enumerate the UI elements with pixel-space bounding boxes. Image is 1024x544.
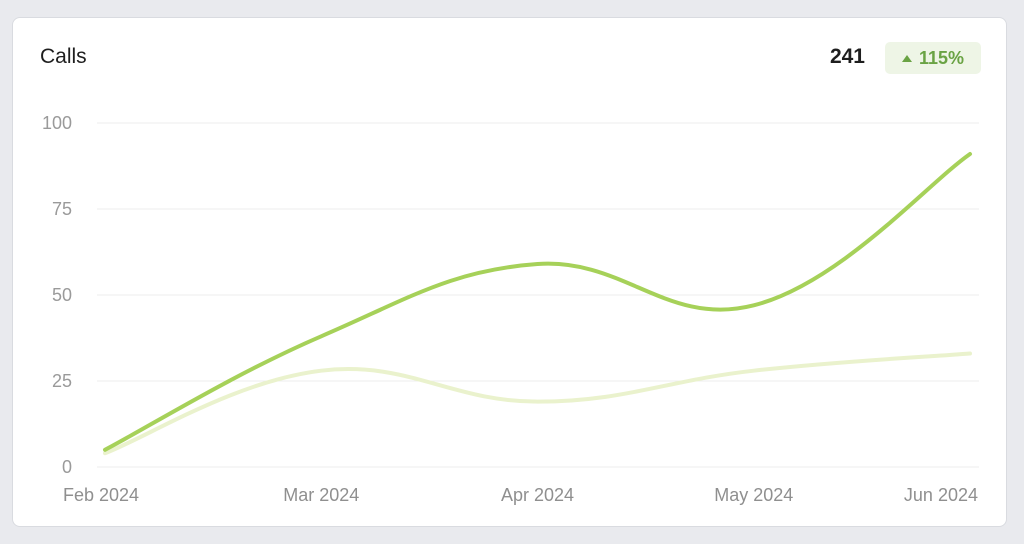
y-tick-label: 25 xyxy=(52,371,72,391)
x-tick-label: Feb 2024 xyxy=(63,485,139,505)
x-tick-label: May 2024 xyxy=(714,485,793,505)
y-axis: 100 75 50 25 0 xyxy=(42,113,72,477)
x-tick-label: Apr 2024 xyxy=(501,485,574,505)
x-tick-label: Mar 2024 xyxy=(283,485,359,505)
y-tick-label: 75 xyxy=(52,199,72,219)
card-title: Calls xyxy=(40,45,87,68)
y-tick-label: 0 xyxy=(62,457,72,477)
x-tick-label: Jun 2024 xyxy=(904,485,978,505)
y-tick-label: 50 xyxy=(52,285,72,305)
triangle-up-icon xyxy=(901,54,912,62)
x-axis: Feb 2024 Mar 2024 Apr 2024 May 2024 Jun 2024 xyxy=(63,485,978,505)
y-tick-label: 100 xyxy=(42,113,72,133)
calls-total: 241 xyxy=(829,45,865,68)
grid-lines xyxy=(97,122,979,468)
series-line-current xyxy=(103,151,972,452)
change-value: 115% xyxy=(918,47,965,68)
series-line-previous xyxy=(103,351,972,456)
series-lines xyxy=(103,151,972,456)
calls-card: Calls 241 115% xyxy=(12,17,1007,527)
change-badge: 115% xyxy=(885,42,981,74)
